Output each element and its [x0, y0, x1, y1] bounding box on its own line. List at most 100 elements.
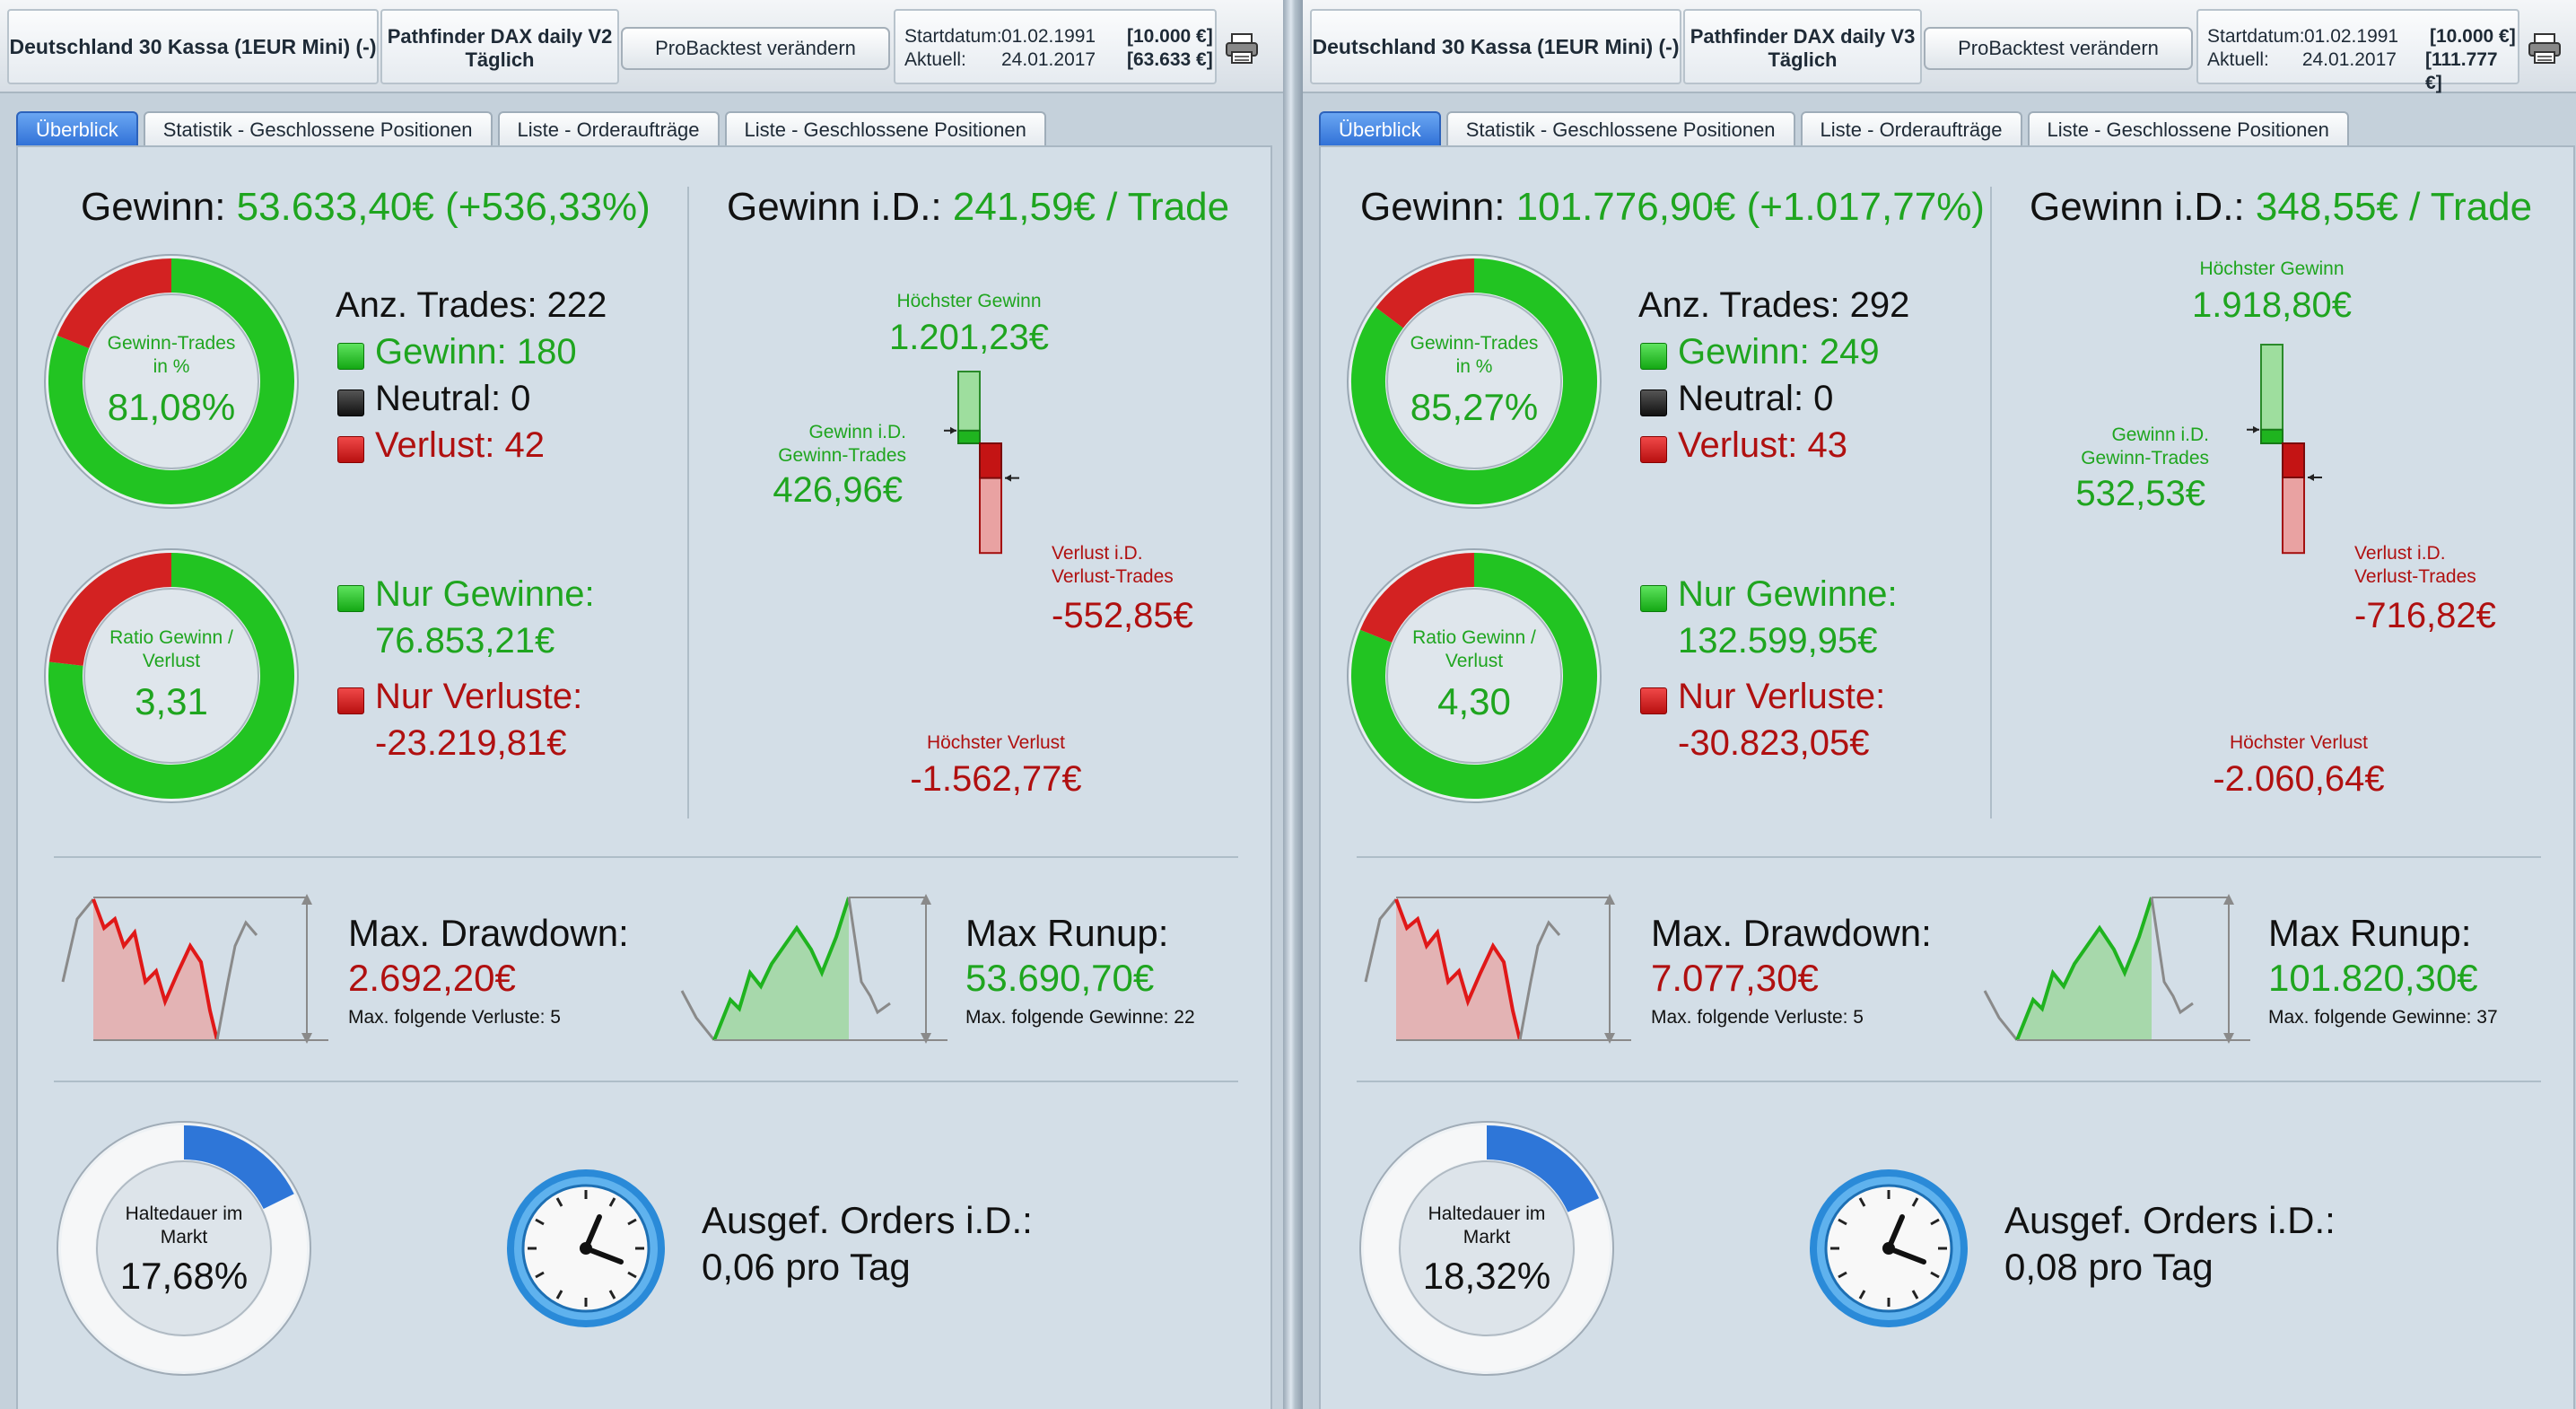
panel-splitter[interactable] — [1283, 0, 1303, 1409]
ratio-label: Ratio Gewinn / Verlust 4,30 — [1371, 626, 1577, 723]
hold-title-2: Markt — [1463, 1227, 1511, 1247]
drawdown-sparkline — [1364, 894, 1631, 1044]
ratio-title-1: Ratio Gewinn / — [1412, 627, 1536, 648]
wins-count: Gewinn: 180 — [375, 332, 577, 372]
avg-gain-label: Gewinn i.D.: — [2030, 185, 2245, 229]
ring-gain-segment — [1351, 258, 1597, 504]
only-gains-label: Nur Gewinne: — [1678, 574, 1898, 614]
winrate-value: 81,08% — [107, 386, 236, 428]
instrument-label: Deutschland 30 Kassa (1EUR Mini) (-) — [1312, 34, 1680, 58]
max-loss-value: -1.562,77€ — [910, 759, 1082, 799]
tab-closed-positions[interactable]: Liste - Geschlossene Positionen — [2027, 111, 2349, 147]
winrate-label: Gewinn-Trades in % 85,27% — [1371, 332, 1577, 429]
start-capital: [10.000 €] — [2430, 26, 2516, 47]
tab-closed-positions[interactable]: Liste - Geschlossene Positionen — [724, 111, 1046, 147]
total-gain: Gewinn: 53.633,40€ (+536,33%) — [81, 185, 651, 230]
ratio-value: 4,30 — [1437, 680, 1511, 722]
avg-win-label-1: Gewinn i.D. — [808, 422, 906, 442]
winrate-ring — [44, 254, 299, 509]
max-loss-label: Höchster Verlust — [2229, 732, 2369, 753]
tab-order-list[interactable]: Liste - Orderaufträge — [1800, 111, 2022, 147]
current-capital: [111.777 €] — [2425, 49, 2498, 93]
runup-value: 101.820,30€ — [2268, 957, 2478, 999]
instrument-name: Deutschland 30 Kassa (1EUR Mini) (-) — [1310, 9, 1681, 84]
section-divider-2 — [1357, 1081, 2541, 1082]
strategy-period: Täglich — [465, 48, 535, 71]
total-gain: Gewinn: 101.776,90€ (+1.017,77%) — [1360, 185, 1985, 230]
max-gain-label: Höchster Gewinn — [896, 291, 1042, 311]
neutral-count: Neutral: 0 — [1678, 379, 1834, 418]
tab-overview[interactable]: Überblick — [1319, 111, 1441, 147]
max-gain-label: Höchster Gewinn — [2199, 258, 2345, 279]
column-divider — [1990, 187, 1992, 818]
tab-statistics-closed[interactable]: Statistik - Geschlossene Positionen — [1445, 111, 1795, 147]
avg-win-label-2: Gewinn-Trades — [778, 445, 906, 466]
current-capital: [63.633 €] — [1127, 49, 1213, 70]
start-date: 01.02.1991 — [2304, 26, 2399, 47]
tab-order-list[interactable]: Liste - Orderaufträge — [497, 111, 720, 147]
ratio-ring — [44, 548, 299, 803]
column-divider — [687, 187, 689, 818]
avg-win-label: Gewinn i.D. Gewinn-Trades — [718, 421, 906, 468]
drawdown-value: 7.077,30€ — [1651, 957, 1819, 999]
drawdown-label: Max. Drawdown: — [1651, 912, 1932, 954]
orders-value: 0,08 pro Tag — [2004, 1246, 2214, 1288]
winrate-ring — [1347, 254, 1602, 509]
avg-loss-bar — [979, 442, 1002, 479]
losses-count: Verlust: 43 — [1678, 425, 1848, 465]
avg-loss-label: Verlust i.D. Verlust-Trades — [2354, 542, 2476, 589]
total-gain-value: 101.776,90€ (+1.017,77%) — [1515, 185, 1985, 229]
hold-center — [96, 1160, 272, 1336]
avg-loss-bar — [2282, 442, 2305, 478]
ring-center — [1386, 588, 1562, 764]
ring-loss-segment — [1375, 258, 1475, 328]
gain-loss-bar-chart — [2247, 344, 2322, 555]
probacktest-modify-button[interactable]: ProBacktest verändern — [1924, 27, 2193, 70]
neutral-swatch — [1640, 389, 1667, 416]
probacktest-modify-button[interactable]: ProBacktest verändern — [621, 27, 890, 70]
ratio-value: 3,31 — [135, 680, 208, 722]
panel-header: Deutschland 30 Kassa (1EUR Mini) (-) Pat… — [1303, 0, 2576, 93]
max-gain-value: 1.201,23€ — [889, 318, 1049, 357]
total-gain-value: 53.633,40€ (+536,33%) — [236, 185, 651, 229]
holding-time-ring — [57, 1121, 311, 1376]
drawdown-sub: Max. folgende Verluste: 5 — [1651, 1007, 1864, 1028]
date-info: Startdatum: 01.02.1991 [10.000 €] Aktuell:… — [894, 9, 1217, 84]
avg-win-arrowhead — [950, 426, 956, 434]
winrate-label: Gewinn-Trades in % 81,08% — [68, 332, 275, 429]
runup-sparkline — [1983, 894, 2250, 1044]
tab-bar: Überblick Statistik - Geschlossene Posit… — [1319, 111, 2349, 147]
win-swatch — [1640, 343, 1667, 370]
only-losses-swatch — [1640, 687, 1667, 714]
avg-loss-label-2: Verlust-Trades — [2354, 566, 2476, 587]
holding-time-label: Haltedauer im Markt 18,32% — [1384, 1203, 1590, 1298]
only-losses-swatch — [337, 687, 364, 714]
loss-swatch — [337, 436, 364, 463]
tab-overview[interactable]: Überblick — [16, 111, 138, 147]
only-gains-label: Nur Gewinne: — [375, 574, 595, 614]
hold-value: 17,68% — [119, 1255, 249, 1297]
ring-loss-segment — [1359, 553, 1475, 643]
backtest-panel-v2: Deutschland 30 Kassa (1EUR Mini) (-) Pat… — [0, 0, 1283, 1409]
runup-label: Max Runup: — [965, 912, 1169, 954]
printer-icon[interactable] — [1224, 32, 1260, 65]
winrate-value: 85,27% — [1410, 386, 1539, 428]
drawdown-sub: Max. folgende Verluste: 5 — [348, 1007, 561, 1028]
avg-gain-label: Gewinn i.D.: — [727, 185, 942, 229]
orders-value: 0,06 pro Tag — [702, 1246, 911, 1288]
tab-statistics-closed[interactable]: Statistik - Geschlossene Positionen — [143, 111, 493, 147]
trades-count: Anz. Trades: 292 — [1638, 285, 1910, 325]
clock-icon — [1810, 1169, 1968, 1327]
ratio-title-2: Verlust — [142, 651, 201, 671]
avg-gain-value: 241,59€ / Trade — [952, 185, 1230, 229]
printer-icon[interactable] — [2527, 32, 2563, 65]
hold-fill-segment — [1486, 1125, 1600, 1213]
strategy-info: Pathfinder DAX daily V3 Täglich — [1683, 9, 1922, 84]
ring-loss-segment — [57, 258, 172, 349]
winrate-title-1: Gewinn-Trades — [107, 333, 236, 354]
avg-win-bar — [957, 429, 981, 445]
ring-loss-segment — [48, 553, 172, 667]
gain-loss-bar-chart — [944, 371, 1019, 555]
avg-loss-arrowhead — [2308, 473, 2314, 481]
avg-gain: Gewinn i.D.: 241,59€ / Trade — [727, 185, 1229, 230]
